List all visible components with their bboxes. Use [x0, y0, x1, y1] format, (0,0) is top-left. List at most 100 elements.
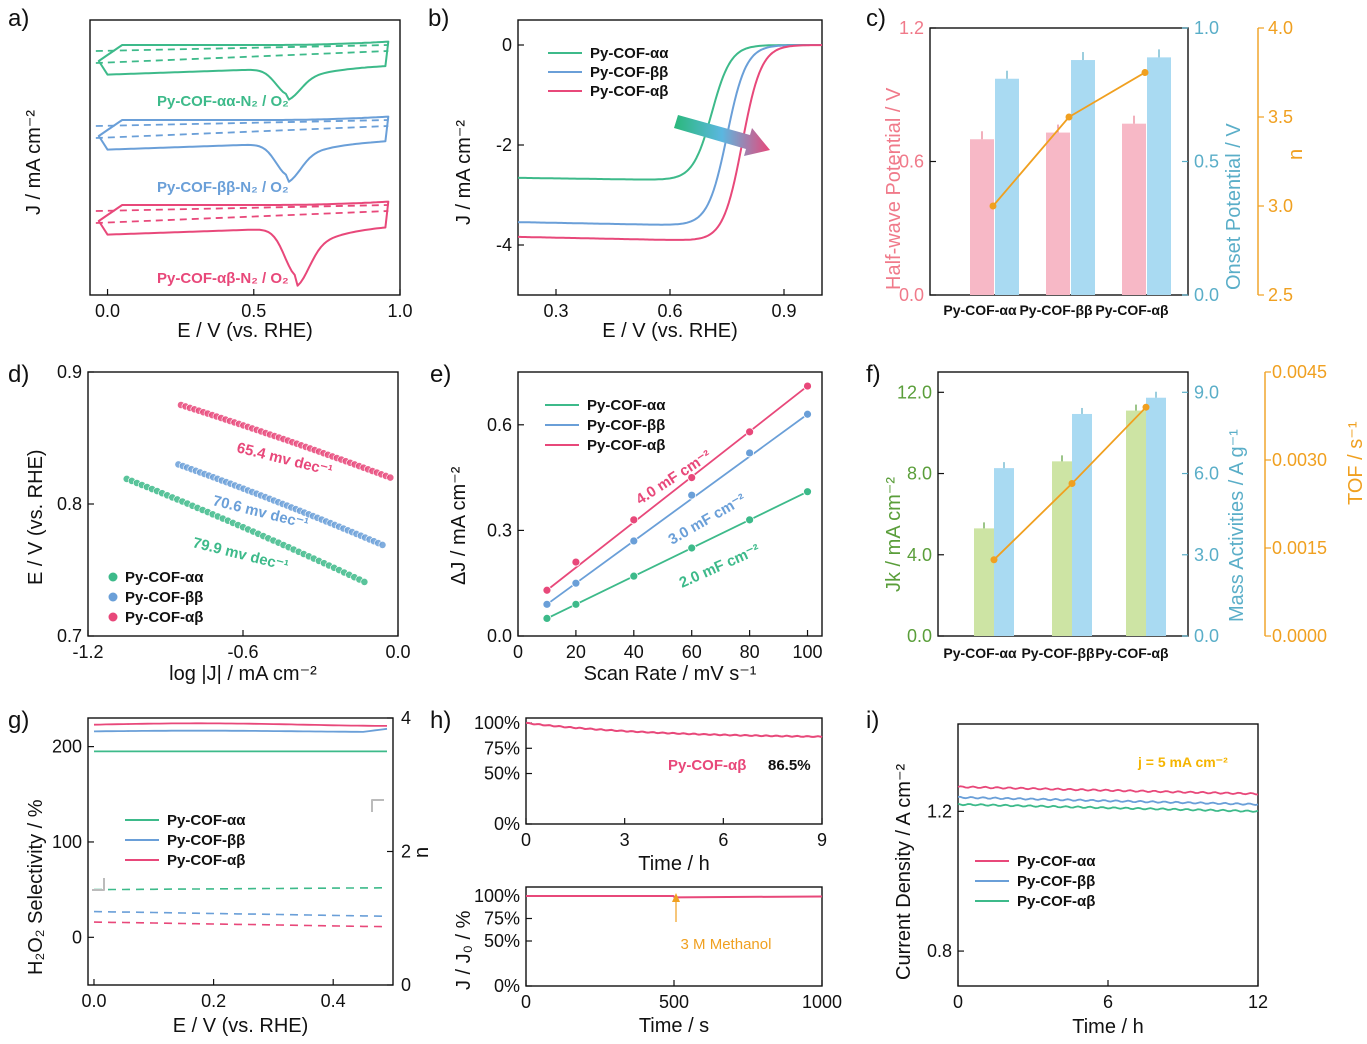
y-tick-label: 0.8 — [927, 941, 952, 961]
x-axis-label: Scan Rate / mV s⁻¹ — [584, 663, 757, 685]
cv-curve-N2 — [95, 204, 389, 224]
selectivity-curve — [93, 910, 387, 917]
y-tick-label-right: 0.0030 — [1272, 450, 1327, 470]
bar-onset — [995, 78, 1019, 295]
curve-label: Py-COF-αβ-N₂ / O₂ — [157, 270, 289, 287]
fit-line — [546, 490, 808, 620]
y-tick-label-right: 0 — [401, 975, 411, 995]
x-tick-label: 1.0 — [387, 301, 412, 321]
n-curve — [93, 722, 387, 727]
plot-frame — [517, 371, 823, 637]
legend-label: Py-COF-αα — [167, 812, 246, 829]
y-tick-label: 75% — [484, 738, 520, 758]
legend-label: Py-COF-αβ — [125, 609, 203, 626]
fit-line — [546, 413, 809, 606]
y-axis-label-mid: Mass Activities / A g⁻¹ — [1226, 429, 1248, 622]
y-tick-label: 100% — [474, 886, 520, 906]
x-tick-label: 80 — [740, 642, 760, 662]
y-tick-label: 0% — [494, 976, 520, 996]
data-point — [745, 515, 755, 525]
y-tick-label-mid: 0.0 — [1194, 285, 1219, 305]
data-point — [571, 578, 581, 588]
selectivity-curve — [94, 887, 387, 891]
x-tick-label: 20 — [566, 642, 586, 662]
cv-curve-N2 — [95, 44, 389, 64]
bar-onset — [1147, 57, 1171, 296]
cv-curve-N2 — [95, 119, 389, 139]
y-tick-label: 0.7 — [57, 626, 82, 646]
x-tick-label: -0.6 — [227, 642, 258, 662]
panel-letter: i) — [866, 707, 879, 734]
y-tick-label-right: 3.0 — [1268, 196, 1293, 216]
data-point — [629, 571, 639, 581]
y-tick-label-left: 8.0 — [907, 464, 932, 484]
data-point — [745, 427, 755, 437]
y-tick-label-left: 4.0 — [907, 545, 932, 565]
y-tick-label-left: 1.2 — [899, 18, 924, 38]
y-tick-label: 50% — [484, 764, 520, 784]
y-tick-label: 0 — [72, 927, 82, 947]
annotation-label: 3 M Methanol — [681, 936, 772, 953]
y-axis-label-right: TOF / s⁻¹ — [1345, 421, 1367, 505]
y-tick-label: 100% — [474, 713, 520, 733]
bar-jk — [1126, 410, 1146, 636]
x-axis-label: E / V (vs. RHE) — [173, 1015, 309, 1037]
x-tick-label: 0.0 — [95, 301, 120, 321]
tof-point — [1068, 479, 1076, 487]
tafel-point — [386, 473, 395, 482]
x-axis-label: Time / h — [638, 853, 710, 875]
panel-letter: b) — [428, 5, 449, 32]
y-tick-label-right: 0.0000 — [1272, 626, 1327, 646]
y-axis-label: J / mA cm⁻² — [23, 110, 45, 215]
cv-curve-O2 — [97, 40, 390, 101]
panel-letter: e) — [430, 361, 451, 388]
legend-marker — [108, 572, 118, 582]
y-axis-label-mid: Onset Potential / V — [1223, 123, 1245, 290]
tof-point — [1142, 403, 1150, 411]
data-point — [803, 381, 812, 391]
x-tick-label: 0 — [953, 992, 963, 1012]
x-axis-label: Time / s — [639, 1015, 709, 1037]
lsv-curve — [518, 44, 823, 241]
x-tick-label: 100 — [793, 642, 823, 662]
data-point — [629, 536, 639, 546]
y-tick-label-mid: 9.0 — [1194, 382, 1219, 402]
y-tick-label: 0.0 — [487, 626, 512, 646]
y-tick-label: 0.8 — [57, 494, 82, 514]
y-axis-label: J / mA cm⁻² — [453, 120, 475, 225]
y-tick-label-mid: 3.0 — [1194, 545, 1219, 565]
legend-label: Py-COF-αβ — [1017, 893, 1095, 910]
data-point — [803, 487, 812, 497]
data-point — [571, 557, 581, 567]
panel-letter: f) — [866, 361, 881, 388]
panel-letter: g) — [8, 707, 29, 734]
y-tick-label: -2 — [496, 135, 512, 155]
annotation-arrow-head — [672, 893, 680, 902]
data-point — [629, 515, 639, 525]
tof-point — [990, 556, 998, 564]
y-tick-label-mid: 0.0 — [1194, 626, 1219, 646]
y-axis-label: Current Density / A cm⁻² — [893, 763, 915, 980]
capacitance-label: 4.0 mF cm⁻² — [633, 447, 715, 508]
bar-mass-activity — [994, 468, 1014, 636]
plot-frame — [525, 717, 823, 825]
bar-jk — [974, 528, 994, 636]
panel-letter: c) — [866, 5, 886, 32]
lsv-curve — [517, 44, 822, 181]
y-tick-label: 0.6 — [487, 415, 512, 435]
series-label: Py-COF-αβ — [668, 757, 746, 774]
data-point — [571, 599, 581, 609]
x-tick-label: 0.0 — [81, 991, 106, 1011]
tafel-point — [360, 578, 369, 586]
chrono-curve — [957, 802, 1259, 813]
data-point — [542, 585, 552, 595]
data-point — [687, 473, 697, 483]
y-tick-label: 0 — [502, 35, 512, 55]
y-tick-label: 100 — [52, 832, 82, 852]
x-tick-label: 0 — [513, 642, 523, 662]
legend-label: Py-COF-αβ — [590, 83, 668, 100]
n-point — [989, 202, 997, 210]
x-tick-label: 0.3 — [543, 301, 568, 321]
y-axis-label-left: Half-wave Potential / V — [883, 87, 905, 290]
